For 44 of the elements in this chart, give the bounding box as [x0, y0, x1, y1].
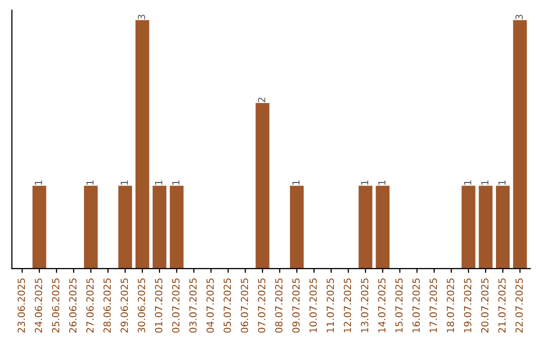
data-label: 1	[464, 180, 472, 185]
x-tick-label: 12.07.2025	[344, 278, 352, 332]
x-tick-label: 11.07.2025	[326, 278, 334, 332]
x-tick-label: 17.07.2025	[430, 278, 437, 332]
x-tick-label: 15.07.2025	[395, 278, 403, 332]
data-label: 1	[498, 180, 506, 185]
data-label: 3	[138, 14, 146, 20]
data-label: 1	[120, 180, 128, 185]
x-tick-label: 16.07.2025	[412, 278, 420, 332]
x-tick-label: 08.07.2025	[275, 278, 282, 333]
data-label: 1	[378, 180, 386, 185]
x-tick-label: 27.06.2025	[86, 278, 94, 333]
data-label: 1	[155, 180, 162, 185]
x-tick-label: 14.07.2025	[378, 278, 386, 332]
data-label: 1	[481, 180, 488, 185]
data-label: 1	[292, 180, 300, 185]
x-tick-label: 07.07.2025	[258, 278, 266, 333]
x-tick-label: 25.06.2025	[52, 278, 60, 333]
x-tick-label: 05.07.2025	[224, 278, 231, 333]
x-tick-label: 26.06.2025	[69, 278, 76, 333]
x-tick-label: 04.07.2025	[206, 278, 214, 333]
x-tick-label: 06.07.2025	[240, 278, 248, 333]
data-label: 1	[86, 180, 94, 185]
x-tick-label: 30.06.2025	[138, 278, 146, 333]
x-tick-label: 29.06.2025	[120, 278, 128, 333]
data-label: 3	[515, 14, 523, 20]
x-tick-label: 24.06.2025	[34, 278, 42, 333]
data-label: 1	[34, 180, 42, 185]
x-tick-label: 21.07.2025	[498, 278, 506, 333]
x-tick-label: 28.06.2025	[103, 278, 111, 333]
x-tick-label: 10.07.2025	[309, 278, 317, 332]
x-tick-label: 02.07.2025	[172, 278, 180, 333]
x-tick-label: 13.07.2025	[360, 278, 368, 332]
x-tick-label: 18.07.2025	[446, 278, 454, 332]
data-label: 1	[172, 180, 180, 185]
x-tick-label: 09.07.2025	[292, 278, 300, 333]
x-tick-label: 22.07.2025	[515, 278, 523, 333]
x-tick-label: 23.06.2025	[18, 278, 25, 333]
data-label: 1	[361, 180, 368, 185]
x-tick-label: 03.07.2025	[189, 278, 197, 333]
x-tick-label: 01.07.2025	[154, 278, 162, 333]
x-tick-label: 19.07.2025	[464, 278, 472, 332]
data-label: 2	[258, 98, 266, 102]
x-tick-label: 20.07.2025	[481, 278, 488, 333]
